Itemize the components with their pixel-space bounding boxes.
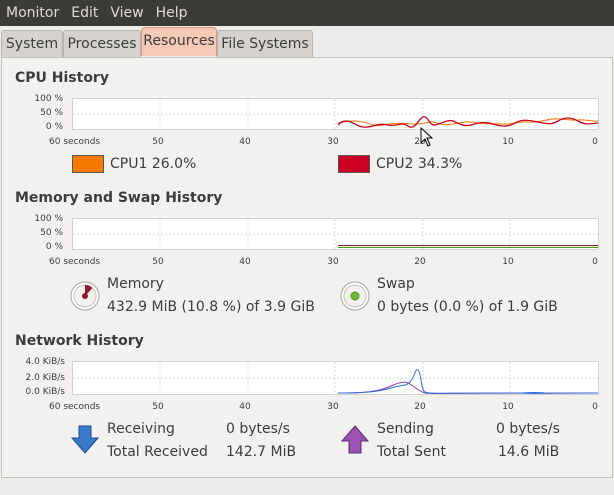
- mem-xtick-40: 40: [239, 257, 251, 267]
- network-history-plot: [73, 362, 598, 394]
- memory-label: Memory: [107, 276, 164, 292]
- network-history-graph: [72, 361, 599, 395]
- net-xtick-20: 20: [414, 402, 426, 412]
- cpu-history-title: CPU History: [15, 70, 109, 86]
- cpu2-line: [337, 116, 598, 128]
- memory-history-plot: [73, 219, 598, 249]
- menu-view[interactable]: View: [110, 5, 144, 21]
- cpu-xtick-60: 60 seconds: [49, 137, 101, 147]
- cpu-xtick-20: 20: [414, 137, 426, 147]
- net-ytick-4: 4.0 KiB/s: [25, 357, 65, 367]
- net-xtick-30: 30: [327, 402, 339, 412]
- memory-history-title: Memory and Swap History: [15, 190, 223, 206]
- total-received-label: Total Received: [107, 444, 208, 460]
- net-xtick-40: 40: [239, 402, 251, 412]
- memory-detail: 432.9 MiB (10.8 %) of 3.9 GiB: [107, 299, 315, 315]
- memory-pie-icon[interactable]: [69, 280, 101, 312]
- mem-xtick-10: 10: [502, 257, 514, 267]
- mem-xtick-20: 20: [414, 257, 426, 267]
- menu-bar: Monitor Edit View Help: [0, 0, 614, 26]
- menu-edit[interactable]: Edit: [71, 5, 99, 21]
- tab-processes[interactable]: Processes: [63, 30, 141, 57]
- net-ytick-0: 0.0 KiB/s: [25, 387, 65, 397]
- mem-ytick-100: 100 %: [34, 214, 63, 224]
- menu-monitor[interactable]: Monitor: [6, 5, 60, 21]
- cpu2-label: CPU2: [376, 156, 414, 172]
- tab-system[interactable]: System: [1, 30, 63, 57]
- cpu-xtick-40: 40: [239, 137, 251, 147]
- cpu-xtick-30: 30: [327, 137, 339, 147]
- net-xtick-0: 0: [592, 402, 598, 412]
- cpu1-value: 26.0%: [151, 156, 197, 172]
- cpu-ytick-100: 100 %: [34, 94, 63, 104]
- mouse-cursor-icon: [420, 127, 434, 147]
- mem-xtick-60: 60 seconds: [49, 257, 101, 267]
- net-xtick-60: 60 seconds: [49, 402, 101, 412]
- cpu1-label: CPU1: [110, 156, 148, 172]
- cpu-xtick-10: 10: [502, 137, 514, 147]
- mem-ytick-0: 0 %: [45, 242, 63, 252]
- cpu-ytick-0: 0 %: [45, 122, 63, 132]
- mem-xtick-50: 50: [152, 257, 164, 267]
- cpu1-color-swatch[interactable]: [72, 155, 104, 173]
- swap-detail: 0 bytes (0.0 %) of 1.9 GiB: [377, 299, 558, 315]
- tab-resources[interactable]: Resources: [141, 27, 217, 56]
- sending-arrow-icon[interactable]: [340, 425, 370, 455]
- swap-label: Swap: [377, 276, 415, 292]
- tab-file-systems[interactable]: File Systems: [217, 30, 313, 57]
- cpu-history-graph: [72, 98, 599, 130]
- receiving-label: Receiving: [107, 421, 175, 437]
- total-received-value: 142.7 MiB: [226, 444, 297, 460]
- mem-ytick-50: 50 %: [40, 228, 63, 238]
- mem-xtick-0: 0: [592, 257, 598, 267]
- mem-xtick-30: 30: [327, 257, 339, 267]
- swap-pie-icon[interactable]: [339, 280, 371, 312]
- cpu-xtick-0: 0: [592, 137, 598, 147]
- network-history-title: Network History: [15, 333, 144, 349]
- receiving-arrow-icon[interactable]: [70, 425, 100, 455]
- net-xtick-50: 50: [152, 402, 164, 412]
- sending-label: Sending: [377, 421, 434, 437]
- net-ytick-2: 2.0 KiB/s: [25, 373, 65, 383]
- cpu-xtick-50: 50: [152, 137, 164, 147]
- cpu2-legend: CPU2 34.3%: [376, 156, 462, 172]
- memory-history-graph: [72, 218, 599, 250]
- menu-help[interactable]: Help: [155, 5, 188, 21]
- total-sent-label: Total Sent: [377, 444, 447, 460]
- tab-bar: System Processes Resources File Systems: [0, 26, 614, 58]
- total-sent-value: 14.6 MiB: [498, 444, 560, 460]
- receiving-line: [337, 369, 598, 394]
- cpu-ytick-50: 50 %: [40, 108, 63, 118]
- receiving-rate: 0 bytes/s: [226, 421, 290, 437]
- sending-line: [337, 381, 598, 394]
- cpu-history-plot: [73, 99, 598, 129]
- cpu2-color-swatch[interactable]: [338, 155, 370, 173]
- cpu1-legend: CPU1 26.0%: [110, 156, 196, 172]
- cpu1-line: [337, 118, 598, 127]
- sending-rate: 0 bytes/s: [496, 421, 560, 437]
- cpu2-value: 34.3%: [417, 156, 463, 172]
- net-xtick-10: 10: [502, 402, 514, 412]
